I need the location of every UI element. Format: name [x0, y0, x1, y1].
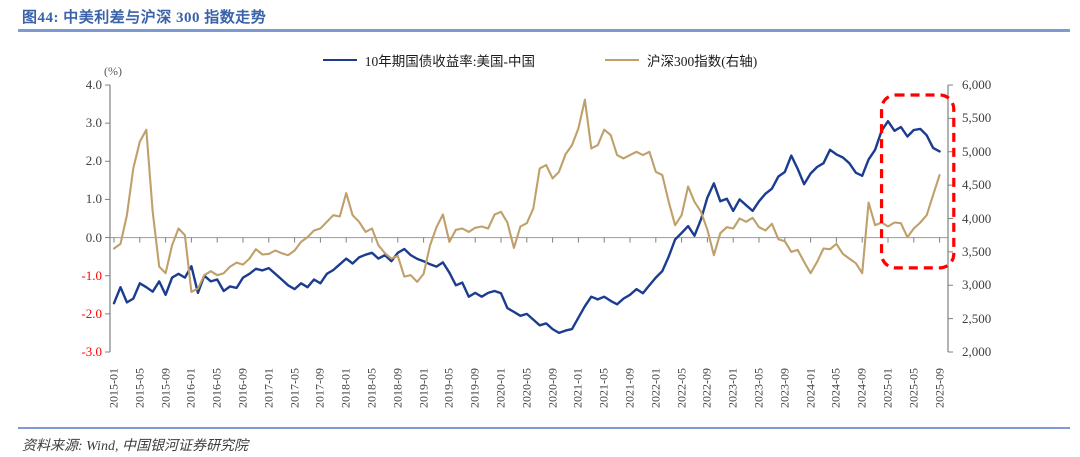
legend-line-swatch-tan [605, 59, 639, 61]
x-axis-tick-label: 2023-05 [751, 368, 766, 408]
x-axis-tick-label: 2019-09 [467, 368, 482, 408]
x-axis-tick-label: 2019-05 [441, 368, 456, 408]
figure-title: 图44: 中美利差与沪深 300 指数走势 [22, 10, 267, 26]
x-axis-tick-label: 2017-01 [261, 368, 276, 408]
legend-line-swatch-blue [322, 59, 357, 61]
left-axis-tick-label: 3.0 [85, 115, 102, 131]
right-axis-tick-label: 3,000 [962, 277, 992, 293]
x-axis-tick-label: 2025-09 [932, 368, 947, 408]
right-axis-tick-label: 4,500 [962, 177, 992, 193]
right-axis-tick-label: 6,000 [962, 77, 992, 92]
right-axis-tick-label: 2,000 [962, 344, 992, 359]
legend-item-spread: 10年期国债收益率:美国-中国 [322, 50, 535, 70]
x-axis-tick-label: 2022-01 [648, 368, 663, 408]
x-axis-tick-label: 2021-01 [570, 368, 585, 408]
x-axis-tick-label: 2023-01 [725, 368, 740, 408]
series-line-spread [112, 119, 941, 335]
x-axis-tick-label: 2016-09 [235, 368, 250, 408]
x-axis-tick-label: 2024-05 [828, 368, 843, 408]
left-axis-tick-label: -1.0 [81, 267, 102, 283]
chart-legend: 10年期国债收益率:美国-中国 沪深300指数(右轴) [0, 50, 1080, 70]
legend-label: 10年期国债收益率:美国-中国 [364, 54, 535, 69]
x-axis-tick-label: 2020-09 [545, 368, 560, 408]
highlight-dashed-rect [879, 93, 956, 270]
right-axis-tick-label: 5,500 [962, 110, 992, 126]
x-axis-tick-label: 2016-01 [183, 368, 198, 408]
right-axis-tick-label: 4,000 [962, 210, 992, 226]
right-axis-tick-label: 5,000 [962, 143, 992, 159]
legend-label: 沪深300指数(右轴) [647, 54, 758, 69]
x-axis-tick-label: 2022-09 [699, 368, 714, 408]
x-axis-tick-label: 2017-09 [312, 368, 327, 408]
x-axis-tick-label: 2025-01 [880, 368, 895, 408]
source-note: 资料来源: Wind, 中国银河证券研究院 [22, 439, 248, 454]
x-axis-tick-label: 2024-09 [854, 368, 869, 408]
left-axis-tick-label: 4.0 [85, 77, 102, 92]
x-axis-tick-label: 2024-01 [803, 368, 818, 408]
x-axis-tick-label: 2015-09 [158, 368, 173, 408]
x-axis-tick-label: 2016-05 [209, 368, 224, 408]
x-axis-tick-label: 2021-09 [622, 368, 637, 408]
series-line-csi300 [112, 98, 941, 293]
x-axis-tick-label: 2015-01 [106, 368, 121, 408]
x-axis-tick-label: 2020-05 [519, 368, 534, 408]
x-axis-tick-label: 2025-05 [906, 368, 921, 408]
x-axis-tick-label: 2018-09 [390, 368, 405, 408]
x-axis-tick-label: 2017-05 [287, 368, 302, 408]
left-axis-tick-label: -3.0 [81, 344, 102, 359]
x-axis-tick-label: 2021-05 [596, 368, 611, 408]
left-axis-tick-label: 0.0 [85, 229, 102, 245]
x-axis-tick-label: 2018-01 [338, 368, 353, 408]
footer-divider-line [18, 427, 1070, 429]
title-divider-line [18, 29, 1070, 32]
left-axis-unit-label: (%) [104, 64, 122, 78]
legend-item-csi300: 沪深300指数(右轴) [605, 50, 757, 70]
left-axis-tick-label: 2.0 [85, 153, 102, 169]
left-axis-tick-label: -2.0 [81, 305, 102, 321]
x-axis-tick-label: 2022-05 [674, 368, 689, 408]
x-axis-tick-label: 2023-09 [777, 368, 792, 408]
right-axis-tick-label: 3,500 [962, 243, 992, 259]
right-axis-tick-label: 2,500 [962, 310, 992, 326]
x-axis-tick-label: 2019-01 [416, 368, 431, 408]
x-axis-tick-label: 2020-01 [493, 368, 508, 408]
left-axis-tick-label: 1.0 [85, 191, 102, 207]
x-axis-tick-label: 2015-05 [132, 368, 147, 408]
x-axis-tick-label: 2018-05 [364, 368, 379, 408]
